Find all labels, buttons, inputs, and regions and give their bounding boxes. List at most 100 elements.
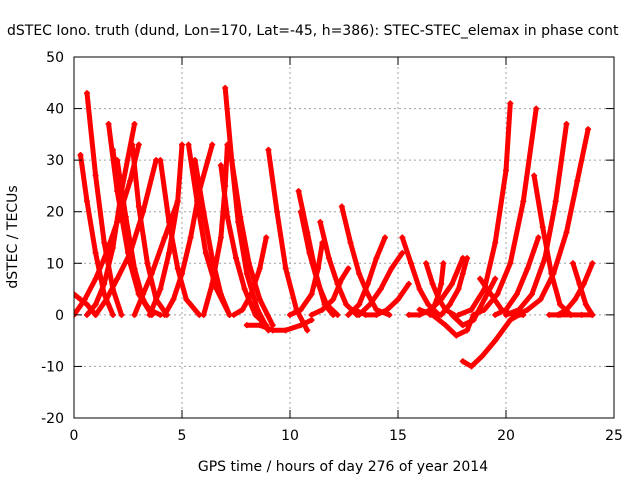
data-point [144,260,151,267]
data-point [356,270,363,277]
data-point [477,275,484,282]
data-point [492,239,499,246]
data-point [217,234,224,241]
data-point [373,255,380,262]
data-point [282,265,289,272]
data-point [537,296,544,303]
data-point [338,203,345,210]
data-point [228,157,235,164]
plot-frame [73,56,615,419]
series-group [74,84,596,370]
data-point [567,311,574,318]
data-point [135,141,142,148]
data-point [297,306,304,313]
data-point [179,270,185,277]
data-point [557,311,563,318]
data-point [481,286,488,293]
data-point [548,270,555,277]
data-point [449,311,455,318]
data-point [304,327,311,334]
data-point [243,322,250,329]
data-point [399,249,406,256]
data-point [245,260,252,267]
data-point [569,260,576,267]
data-point [306,249,313,256]
data-point [263,234,270,241]
data-point [576,280,583,287]
data-point [297,208,304,215]
data-point [269,322,276,329]
data-point [503,167,509,174]
data-point [83,198,90,205]
data-point [589,311,596,318]
x-tick-label: 10 [281,428,299,444]
data-point [103,249,110,256]
data-point [446,301,453,308]
data-point [513,311,520,318]
data-point [131,311,138,318]
data-point [308,311,315,318]
data-point [92,249,99,256]
data-point [384,306,391,313]
data-point [494,291,501,298]
data-point [319,306,326,313]
data-point [468,306,475,313]
x-tick-label: 5 [178,428,187,444]
data-point [222,84,229,91]
data-point [114,219,121,226]
series-line-41 [456,100,513,318]
data-point [459,322,466,329]
data-point [129,141,136,148]
series-layer [74,84,596,370]
data-point [256,265,263,272]
data-point [464,255,471,262]
data-point [183,296,190,303]
data-point [416,306,423,313]
data-point [513,291,520,298]
data-point [131,121,138,128]
data-point [92,311,99,318]
data-point [166,219,173,226]
data-point [109,146,116,153]
data-point [388,265,395,272]
data-point [449,280,455,287]
data-point [429,311,436,318]
series-line-44 [503,121,569,318]
data-point [248,291,255,298]
data-point [297,322,304,329]
series-line-36 [417,307,477,338]
y-tick-label: 20 [46,205,64,221]
data-point [356,301,363,308]
data-point [442,322,449,329]
data-point [377,286,384,293]
grid [74,57,614,418]
data-point [455,286,462,293]
data-point [287,311,293,318]
data-point [166,249,173,256]
data-point [237,213,244,220]
data-point [481,306,488,313]
data-point [563,306,570,313]
data-point [574,177,581,184]
data-point [217,162,224,169]
data-point [101,280,108,287]
data-point [127,177,134,184]
data-point [83,90,90,97]
data-point [492,311,499,318]
data-point [563,121,570,128]
ticks [73,56,615,419]
data-point [470,317,477,324]
data-point [148,270,155,277]
data-point [563,229,570,236]
data-point [161,234,168,241]
data-point [405,311,412,318]
data-point [217,291,224,298]
data-point [535,234,542,241]
data-point [507,317,514,324]
data-point [470,311,477,318]
data-point [74,291,77,298]
data-point [135,203,142,210]
data-point [338,275,345,282]
y-tick-label: 30 [46,153,64,169]
